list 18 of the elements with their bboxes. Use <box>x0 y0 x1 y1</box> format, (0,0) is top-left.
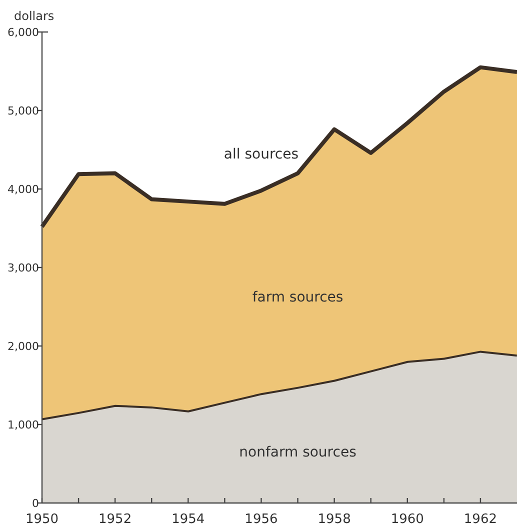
x-tick-label: 1954 <box>172 512 205 527</box>
annotation: all sources <box>224 146 299 163</box>
x-tick-label: 1952 <box>98 512 132 527</box>
y-tick-label: 3,000 <box>8 262 39 274</box>
x-tick-label: 1956 <box>244 512 278 527</box>
x-tick-label: 1960 <box>390 512 424 527</box>
x-tick-label: 1950 <box>25 512 59 527</box>
y-tick-label: 0 <box>32 497 39 510</box>
y-tick-label: 5,000 <box>8 104 39 118</box>
series-label: farm sources <box>252 289 344 306</box>
y-tick-label: 1,000 <box>8 418 39 432</box>
series-label: nonfarm sources <box>239 444 356 461</box>
y-axis-title: dollars <box>14 9 54 23</box>
y-tick-label: 6,000 <box>8 26 39 39</box>
x-tick-label: 1958 <box>318 512 351 527</box>
y-tick-label: 2,000 <box>8 340 39 353</box>
y-tick-label: 4,000 <box>8 183 39 196</box>
x-tick-label: 1962 <box>464 512 498 527</box>
